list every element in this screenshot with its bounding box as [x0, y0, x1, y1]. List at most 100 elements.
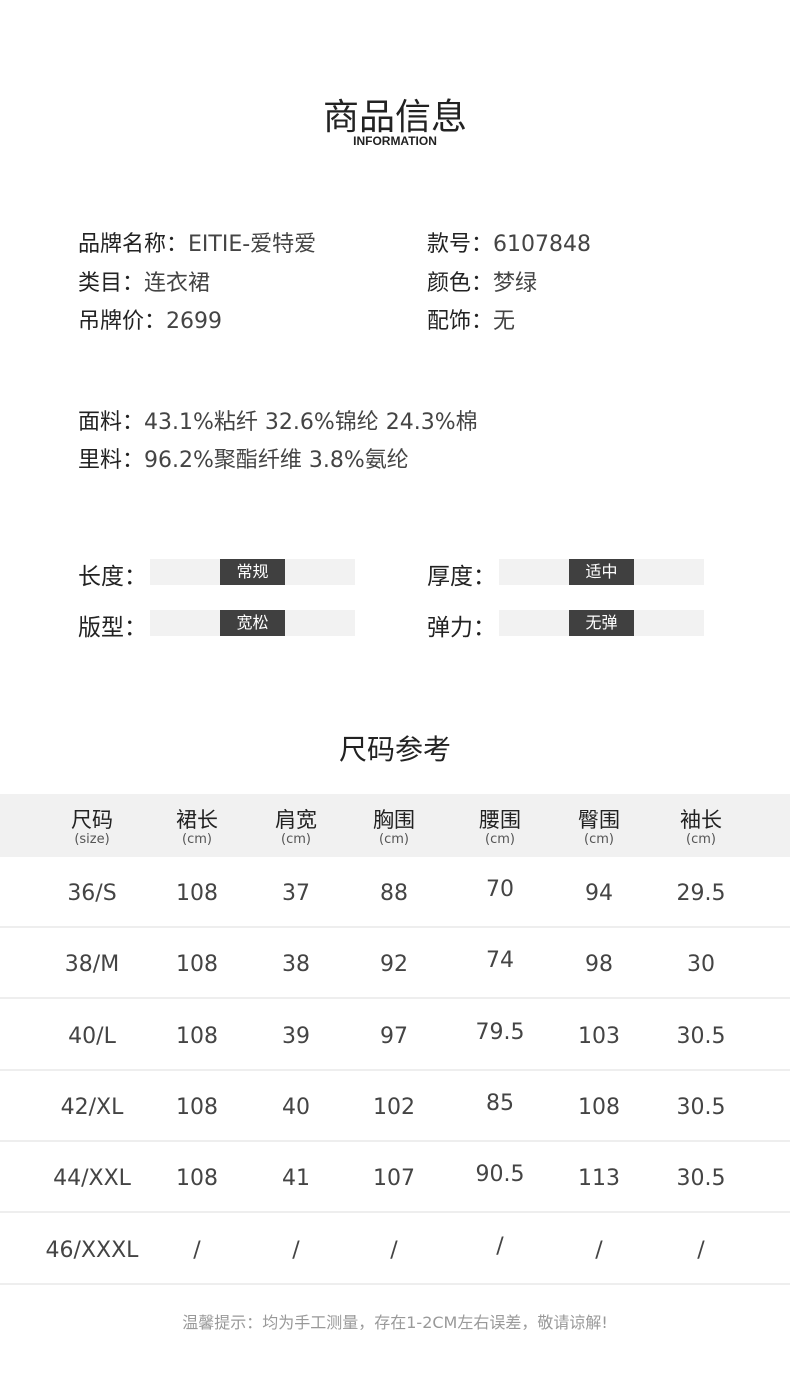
table-cell: 30 [687, 952, 715, 978]
fabric-item: 面料：43.1%粘纤 32.6%锦纶 24.3%棉 [78, 404, 478, 436]
table-cell: 39 [282, 1023, 310, 1049]
attribute-scale: 无弹 [499, 610, 704, 636]
table-cell: 79.5 [475, 1019, 525, 1045]
table-cell: 38 [282, 952, 310, 978]
table-cell: / [193, 1237, 201, 1263]
info-label: 配饰： [427, 309, 494, 334]
table-cell: 85 [486, 1090, 514, 1116]
info-item: 吊牌价：2699 [78, 303, 222, 335]
info-label: 款号： [427, 232, 494, 257]
table-cell: / [595, 1237, 603, 1263]
attribute-scale: 宽松 [150, 610, 355, 636]
fabric-value: 43.1%粘纤 32.6%锦纶 24.3%棉 [144, 410, 478, 435]
column-header: 胸围 [373, 808, 415, 832]
attribute-value: 宽松 [220, 610, 285, 636]
table-row: 40/L 108 39 97 79.5 103 30.5 [0, 1000, 790, 1071]
table-cell: 38/M [64, 952, 120, 978]
table-row: 38/M 108 38 92 74 98 30 [0, 928, 790, 1000]
column-unit: (cm) [182, 832, 212, 847]
table-cell: 36/S [67, 881, 117, 906]
table-cell: 88 [380, 881, 408, 906]
info-item: 颜色：梦绿 [427, 265, 537, 297]
table-cell: 40 [282, 1094, 310, 1120]
column-unit: (cm) [281, 832, 311, 847]
column-header: 裙长 [176, 808, 218, 832]
attribute-label: 长度： [78, 564, 147, 590]
info-label: 颜色： [427, 271, 494, 296]
info-value: 2699 [166, 309, 223, 334]
fabric-value: 96.2%聚酯纤维 3.8%氨纶 [144, 448, 409, 473]
table-row: 44/XXL 108 41 107 90.5 113 30.5 [0, 1142, 790, 1214]
table-cell: 44/XXL [53, 1166, 131, 1192]
info-item: 款号：6107848 [427, 226, 591, 258]
column-header: 臀围 [578, 808, 620, 832]
table-cell: 74 [486, 948, 514, 974]
table-cell: 42/XL [60, 1094, 124, 1120]
table-cell: 30.5 [676, 1023, 726, 1049]
table-cell: 108 [176, 952, 218, 978]
info-label: 吊牌价： [78, 309, 167, 334]
table-cell: 37 [282, 881, 310, 906]
size-chart-title: 尺码参考 [338, 733, 451, 766]
table-row: 36/S 108 37 88 70 94 29.5 [0, 857, 790, 928]
table-cell: 108 [176, 1166, 218, 1192]
info-item: 配饰：无 [427, 303, 515, 335]
table-cell: / [292, 1237, 300, 1263]
attribute-label: 弹力： [427, 615, 496, 641]
column-unit: (cm) [379, 832, 409, 847]
info-value: 6107848 [493, 232, 591, 257]
measurement-note: 温馨提示：均为手工测量，存在1-2CM左右误差，敬请谅解! [182, 1313, 608, 1332]
table-cell: 108 [578, 1094, 620, 1120]
table-cell: 29.5 [676, 881, 726, 906]
fabric-label: 里料： [78, 448, 145, 473]
table-cell: 108 [176, 1094, 218, 1120]
table-cell: 97 [380, 1023, 408, 1049]
attribute-value: 适中 [569, 559, 634, 585]
table-cell: 102 [373, 1094, 415, 1120]
info-value: 连衣裙 [144, 271, 211, 296]
info-value: 梦绿 [493, 271, 538, 296]
table-cell: 90.5 [475, 1162, 525, 1188]
table-cell: 30.5 [676, 1166, 726, 1192]
info-item: 品牌名称：EITIE-爱特爱 [78, 226, 316, 258]
attribute-label: 版型： [78, 615, 147, 641]
attribute-label: 厚度： [427, 564, 496, 590]
table-row: 46/XXXL / / / / / / [0, 1214, 790, 1285]
table-row: 42/XL 108 40 102 85 108 30.5 [0, 1071, 790, 1142]
attribute-value: 无弹 [569, 610, 634, 636]
column-header: 腰围 [479, 808, 521, 832]
table-cell: 30.5 [676, 1094, 726, 1120]
attribute-value: 常规 [220, 559, 285, 585]
attribute-scale: 常规 [150, 559, 355, 585]
info-value: 无 [493, 309, 516, 334]
table-cell: 108 [176, 881, 218, 906]
column-unit: (cm) [485, 832, 515, 847]
info-label: 类目： [78, 271, 145, 296]
table-cell: 103 [578, 1023, 620, 1049]
size-table-header: 尺码 (size) 裙长 (cm) 肩宽 (cm) 胸围 (cm) 腰围 (cm) 臀围 (cm) 袖长… [0, 794, 790, 857]
table-cell: 107 [373, 1166, 415, 1192]
column-unit: (size) [74, 832, 110, 847]
table-cell: 46/XXXL [45, 1237, 139, 1263]
table-cell: 40/L [68, 1023, 116, 1049]
info-label: 品牌名称： [78, 232, 189, 257]
column-header: 肩宽 [275, 808, 317, 832]
table-cell: 98 [585, 952, 613, 978]
page-title: 商品信息 [322, 97, 467, 138]
column-unit: (cm) [686, 832, 716, 847]
table-cell: / [390, 1237, 398, 1263]
table-cell: 41 [282, 1166, 310, 1192]
attribute-scale: 适中 [499, 559, 704, 585]
info-value: EITIE-爱特爱 [188, 232, 317, 257]
table-cell: / [496, 1233, 504, 1259]
table-cell: 94 [585, 881, 613, 906]
column-header: 尺码 [71, 808, 113, 832]
table-cell: 108 [176, 1023, 218, 1049]
info-item: 类目：连衣裙 [78, 265, 210, 297]
fabric-item: 里料：96.2%聚酯纤维 3.8%氨纶 [78, 442, 409, 474]
column-header: 袖长 [680, 808, 722, 832]
table-cell: 113 [578, 1166, 620, 1192]
table-cell: 70 [486, 877, 514, 902]
table-cell: 92 [380, 952, 408, 978]
column-unit: (cm) [584, 832, 614, 847]
